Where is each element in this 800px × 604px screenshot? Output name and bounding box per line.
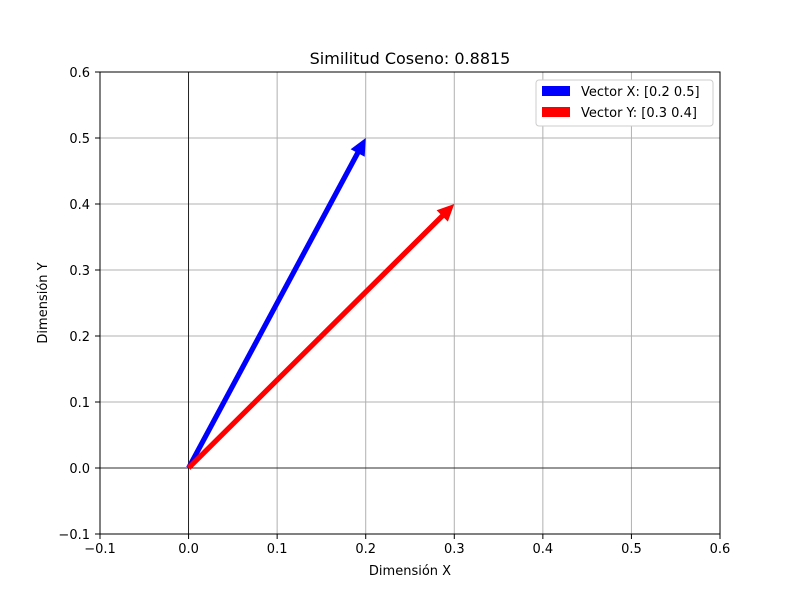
y-tick-label: −0.1 [58, 528, 90, 543]
y-tick-label: 0.2 [69, 330, 90, 345]
grid-lines [99, 71, 721, 535]
legend-label-vector-x: Vector X: [0.2 0.5] [581, 85, 700, 100]
vector-x-arrow [186, 138, 366, 470]
legend-label-vector-y: Vector Y: [0.3 0.4] [581, 106, 697, 121]
x-tick-label: 0.0 [178, 542, 199, 557]
y-tick-label: 0.5 [69, 132, 90, 147]
axes [99, 71, 721, 535]
x-tick-label: 0.4 [533, 542, 554, 557]
x-tick-label: −0.1 [84, 542, 116, 557]
chart-title: Similitud Coseno: 0.8815 [310, 49, 511, 68]
x-tick-label: 0.2 [355, 542, 376, 557]
legend-swatch-vector-x [542, 86, 570, 96]
x-tick-label: 0.3 [444, 542, 465, 557]
y-tick-label: 0.1 [69, 396, 90, 411]
y-axis-label: Dimensión Y [36, 262, 51, 343]
y-tick-label: 0.4 [69, 198, 90, 213]
legend-swatch-vector-y [542, 107, 570, 117]
x-tick-label: 0.6 [710, 542, 731, 557]
x-tick-label: 0.1 [267, 542, 288, 557]
legend-box [535, 79, 714, 127]
y-tick-label: 0.0 [69, 462, 90, 477]
y-tick-label: 0.6 [69, 66, 90, 81]
y-tick-label: 0.3 [69, 264, 90, 279]
reference-lines [100, 72, 720, 534]
plot-frame [99, 71, 721, 535]
vectors [186, 138, 455, 470]
x-axis-label: Dimensión X [369, 564, 451, 579]
x-tick-label: 0.5 [621, 542, 642, 557]
legend: Vector X: [0.2 0.5] Vector Y: [0.3 0.4] [535, 79, 714, 127]
vector-y-arrow [186, 204, 455, 470]
ticks: −0.1 0.0 0.1 0.2 0.3 0.4 0.5 0.6 −0.1 0.0 0.1 0.2 0.… [58, 66, 730, 557]
